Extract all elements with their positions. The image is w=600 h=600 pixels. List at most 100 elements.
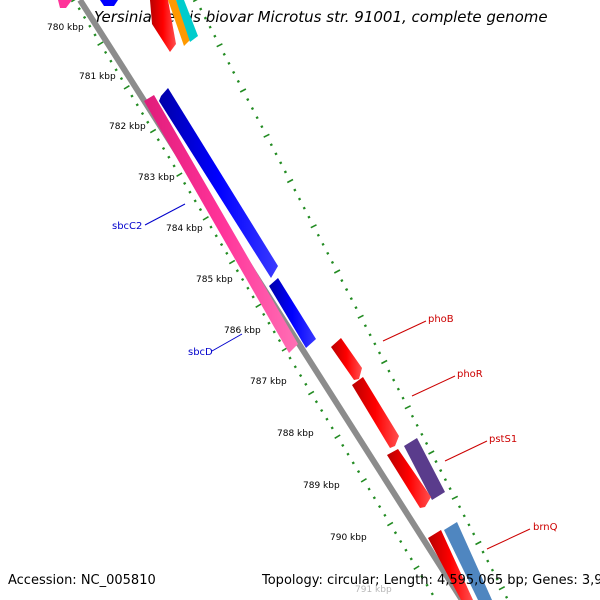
callout-line-pstS1 [444, 440, 488, 462]
gene-arrow-top-cyan [176, 0, 198, 42]
outer-tick-rail-tick [222, 52, 226, 56]
outer-tick-rail-tick [274, 152, 278, 156]
inner-tick-rail-tick [156, 138, 160, 142]
inner-tick-rail-tick [272, 330, 276, 334]
callout-line-phoB [382, 320, 427, 342]
inner-tick-rail-tick [193, 199, 197, 203]
inner-tick-rail-tick [356, 470, 361, 474]
gene-arrow-purple [404, 438, 445, 500]
outer-tick-rail-tick [401, 396, 405, 400]
outer-tick-rail-tick [213, 34, 217, 38]
inner-tick-rail-tick [267, 321, 271, 325]
outer-tick-rail-tick [504, 595, 509, 599]
inner-tick-rail-tick [425, 583, 429, 587]
inner-tick-rail-tick [202, 216, 209, 221]
inner-tick-rail-tick [214, 234, 218, 238]
inner-tick-rail-tick [104, 50, 108, 54]
inner-tick-rail-tick [161, 146, 166, 151]
outer-tick-rail-tick [415, 423, 419, 427]
tick-label: 786 kbp [224, 326, 261, 336]
callout-line-phoR [411, 375, 456, 397]
inner-tick-rail-tick [420, 574, 424, 578]
outer-tick-rail-tick [457, 505, 462, 509]
inner-tick-rail-tick [399, 539, 403, 544]
inner-tick-rail-tick [198, 208, 203, 212]
outer-tick-rail-tick [283, 170, 287, 174]
map-title: Yersinia pestis biovar Microtus str. 910… [94, 8, 548, 26]
gene-arrow-top-orange [168, 0, 192, 46]
inner-tick-rail-tick [360, 478, 367, 483]
inner-tick-rail-tick [114, 68, 118, 72]
inner-tick-rail-tick [251, 295, 255, 299]
outer-tick-rail-tick [269, 143, 273, 147]
inner-tick-rail-tick [372, 496, 376, 500]
inner-tick-rail-tick [346, 452, 350, 456]
gene-arrow-blue-top [100, 0, 118, 6]
outer-tick-rail-tick [232, 70, 236, 74]
outer-tick-rail-tick [345, 288, 349, 292]
inner-tick-rail-tick [176, 172, 183, 177]
inner-tick-rail-tick [341, 443, 345, 447]
outer-tick-rail-tick [255, 116, 259, 120]
gene-label-sbcC2: sbcC2 [112, 221, 142, 232]
inner-tick-rail-tick [70, 0, 76, 3]
callout-line-sbcD [211, 333, 243, 352]
outer-tick-rail-tick [349, 297, 353, 301]
inner-tick-rail-tick [209, 225, 213, 229]
tick-label: 791 kbp [355, 585, 392, 595]
inner-tick-rail-tick [404, 548, 408, 552]
outer-tick-rail-tick [203, 16, 208, 20]
outer-tick-rail-tick [381, 359, 388, 365]
inner-tick-rail-tick [351, 461, 355, 465]
outer-tick-rail-tick [368, 333, 372, 337]
outer-tick-rail-tick [481, 550, 485, 554]
inner-tick-rail-tick [77, 7, 81, 11]
inner-tick-rail-tick [330, 426, 334, 430]
gene-arrow-sbcC2-partner [144, 95, 298, 353]
outer-tick-rail-tick [410, 414, 415, 418]
inner-tick-rail-tick [140, 111, 145, 116]
inner-tick-rail-tick [288, 356, 292, 360]
forward-strand-genes [150, 0, 492, 600]
tick-label: 785 kbp [196, 275, 233, 285]
inner-tick-rail-tick [93, 33, 97, 37]
outer-tick-rail-tick [326, 251, 330, 255]
inner-tick-rail-tick [149, 128, 157, 134]
inner-tick-rail-tick [241, 277, 245, 282]
outer-tick-rail-tick [321, 242, 325, 246]
inner-tick-rail-tick [393, 531, 398, 535]
gene-arrow-phoR [352, 377, 399, 448]
inner-tick-rail-tick [172, 164, 176, 168]
gene-arrow-sbcC2 [159, 88, 278, 278]
outer-tick-rail-tick [428, 450, 435, 455]
tick-label: 782 kbp [109, 122, 146, 132]
outer-tick-rail-tick [330, 260, 335, 264]
outer-tick-rail-tick [439, 469, 443, 473]
reverse-strand-genes [58, 0, 316, 353]
inner-tick-rail-tick [378, 504, 382, 509]
outer-tick-rail-tick [239, 88, 247, 93]
gene-arrow-top-red [150, 0, 176, 52]
gene-label-phoR: phoR [457, 369, 483, 380]
inner-tick-rail-tick [307, 390, 315, 396]
genome-summary-text: Topology: circular; Length: 4,595,065 bp… [262, 573, 600, 588]
inner-tick-rail-tick [367, 487, 371, 491]
tick-label: 788 kbp [277, 429, 314, 439]
gene-arrow-brnQ-blue [444, 522, 492, 600]
inner-tick-rail-tick [167, 155, 171, 159]
tick-label: 784 kbp [166, 224, 203, 234]
outer-tick-rail-tick [495, 577, 499, 581]
outer-tick-rail-tick [250, 107, 255, 111]
gene-arrow-brnQ-red [428, 530, 473, 600]
outer-tick-rail-tick [340, 279, 344, 283]
outer-tick-rail-tick [310, 224, 317, 229]
outer-tick-rail-tick [434, 460, 438, 464]
outer-tick-rail-tick [451, 495, 459, 500]
outer-tick-rail-tick [420, 432, 424, 436]
inner-tick-rail-tick [88, 24, 92, 28]
inner-tick-rail-tick [130, 94, 134, 98]
inner-tick-rail-tick [277, 339, 282, 343]
outer-tick-rail-tick [467, 523, 471, 527]
outer-tick-rail-tick [363, 324, 367, 328]
